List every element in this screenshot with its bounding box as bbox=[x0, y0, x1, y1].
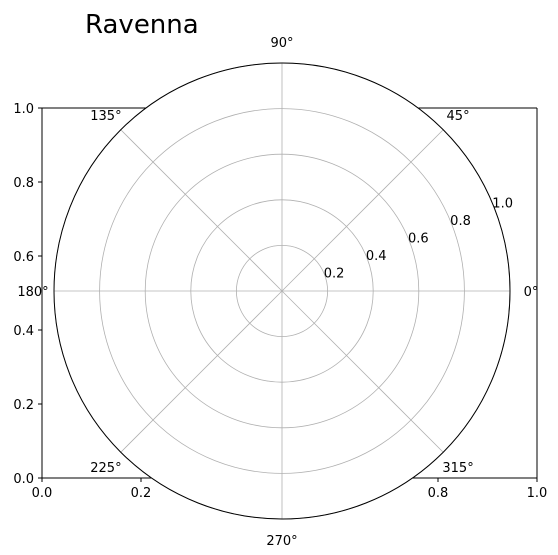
angular-gridlines bbox=[54, 63, 510, 519]
x-tick-label: 1.0 bbox=[527, 486, 548, 501]
angular-tick-label: 0° bbox=[524, 285, 539, 300]
angular-tick-label: 135° bbox=[90, 109, 121, 124]
angular-tick-label: 45° bbox=[447, 109, 470, 124]
radial-tick-label: 0.2 bbox=[324, 267, 345, 282]
y-tick-label: 0.0 bbox=[13, 472, 34, 487]
radial-tick-label: 0.6 bbox=[408, 232, 429, 247]
angular-tick-label: 225° bbox=[90, 461, 121, 476]
y-tick-label: 0.2 bbox=[13, 398, 34, 413]
angular-tick-label: 270° bbox=[266, 534, 297, 549]
x-tick-label: 0.2 bbox=[131, 486, 152, 501]
angular-tick-label: 90° bbox=[270, 36, 293, 51]
angular-gridline bbox=[281, 290, 444, 453]
angular-tick-label: 315° bbox=[442, 461, 473, 476]
y-tick-label: 0.6 bbox=[13, 250, 34, 265]
radial-tick-label: 0.4 bbox=[366, 249, 387, 264]
radial-tick-labels: 0.2 0.4 0.6 0.8 1.0 bbox=[324, 197, 513, 282]
chart-title: Ravenna bbox=[85, 10, 199, 40]
cartesian-y-ticks: 0.0 0.2 0.4 0.6 0.8 1.0 bbox=[13, 102, 42, 487]
angular-gridline bbox=[120, 129, 283, 292]
y-tick-label: 0.8 bbox=[13, 176, 34, 191]
angular-tick-label: 180° bbox=[17, 285, 48, 300]
polar-outline bbox=[53, 62, 511, 520]
x-tick-label: 0.8 bbox=[428, 486, 449, 501]
angular-tick-labels: 0° 45° 90° 135° 180° 225° 270° 315° bbox=[17, 36, 538, 549]
angular-gridline bbox=[281, 129, 444, 292]
radial-tick-label: 0.8 bbox=[450, 214, 471, 229]
angular-gridline bbox=[120, 290, 283, 453]
radial-tick-label: 1.0 bbox=[492, 197, 513, 212]
y-tick-label: 1.0 bbox=[13, 102, 34, 117]
y-tick-label: 0.4 bbox=[13, 324, 34, 339]
x-tick-label: 0.0 bbox=[32, 486, 53, 501]
